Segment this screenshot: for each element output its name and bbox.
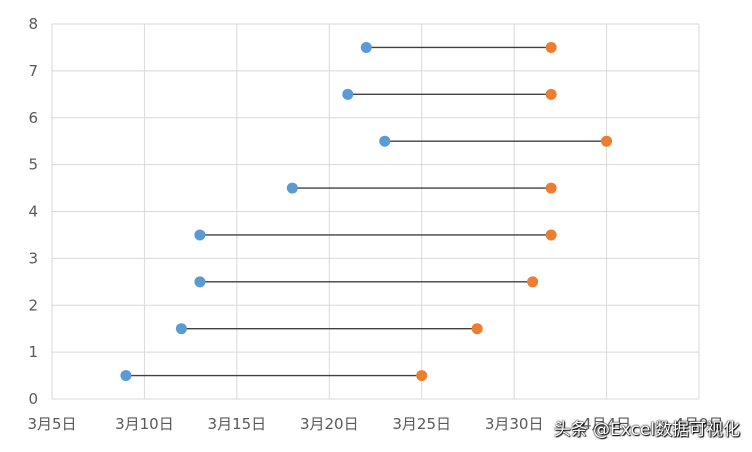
start-point (175, 323, 187, 335)
end-point (545, 182, 557, 194)
y-tick-label: 7 (28, 62, 38, 80)
y-tick-label: 0 (28, 390, 38, 408)
x-tick-label: 4月4日 (582, 415, 631, 433)
x-tick-label: 4月9日 (674, 415, 723, 433)
connectors (125, 46, 607, 377)
end-point (471, 323, 483, 335)
y-tick-label: 3 (28, 249, 38, 267)
gridlines (51, 23, 700, 400)
y-tick-label: 6 (28, 109, 38, 127)
start-point (286, 182, 298, 194)
end-point (545, 229, 557, 241)
x-tick-label: 3月15日 (208, 415, 267, 433)
end-point (545, 88, 557, 100)
start-point (379, 135, 391, 147)
start-point (360, 41, 372, 53)
start-point (194, 276, 206, 288)
start-point (342, 88, 354, 100)
y-tick-label: 5 (28, 156, 38, 174)
end-point (601, 135, 613, 147)
y-axis-ticks: 0 1 2 3 4 5 6 7 8 (28, 15, 38, 408)
y-tick-label: 4 (28, 203, 38, 221)
end-point (545, 41, 557, 53)
end-point (416, 370, 428, 382)
y-tick-label: 8 (28, 15, 38, 33)
data-points (120, 41, 613, 382)
x-tick-label: 3月20日 (300, 415, 359, 433)
x-tick-label: 3月30日 (485, 415, 544, 433)
x-tick-label: 3月5日 (27, 415, 76, 433)
x-tick-label: 3月25日 (392, 415, 451, 433)
x-axis-ticks: 3月5日 3月10日 3月15日 3月20日 3月25日 3月30日 4月4日 4月9日 (27, 415, 723, 433)
y-tick-label: 1 (28, 343, 38, 361)
start-point (194, 229, 206, 241)
y-tick-label: 2 (28, 296, 38, 314)
watermark: 头条 @Excel数据可视化 (553, 420, 740, 440)
end-point (527, 276, 539, 288)
start-point (120, 370, 132, 382)
x-tick-label: 3月10日 (115, 415, 174, 433)
